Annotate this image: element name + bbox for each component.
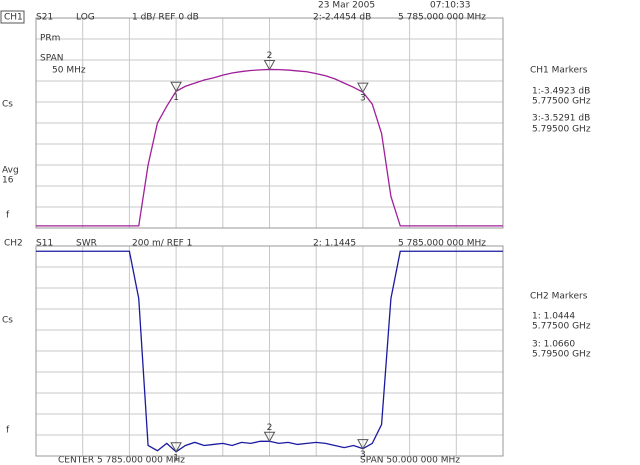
marker-panel-title: CH2 Markers xyxy=(530,292,588,302)
time: 07:10:33 xyxy=(430,1,470,11)
annotation: f xyxy=(6,211,10,221)
annotation: Cs xyxy=(2,316,13,326)
active-marker-freq: 5 785.000 000 MHz xyxy=(398,13,486,23)
marker-triangle xyxy=(357,439,369,450)
active-marker: 2: 1.1445 xyxy=(313,239,356,249)
footer-center: CENTER 5 785.000 000 MHz xyxy=(58,456,185,465)
format: SWR xyxy=(76,239,97,249)
annotation: PRm xyxy=(40,34,60,44)
annotation: SPAN xyxy=(40,54,63,64)
marker-readout: 3:-3.5291 dB xyxy=(532,114,590,124)
marker-triangle xyxy=(357,82,369,94)
annotation: 50 MHz xyxy=(52,66,86,76)
marker-readout: 1: 1.0444 xyxy=(532,312,575,322)
annotation: Cs xyxy=(2,100,13,110)
scale: 200 m/ REF 1 xyxy=(132,239,192,249)
marker-triangle xyxy=(170,81,182,93)
marker-readout: 5.79500 GHz xyxy=(532,125,591,135)
plot-frame xyxy=(35,245,504,457)
scale: 1 dB/ REF 0 dB xyxy=(132,13,199,23)
date: 23 Mar 2005 xyxy=(318,1,375,11)
marker-label: 2 xyxy=(267,51,273,61)
marker-panel-title: CH1 Markers xyxy=(530,66,588,76)
marker-readout: 1:-3.4923 dB xyxy=(532,87,590,97)
plot-frame xyxy=(35,17,504,229)
annotation: 16 xyxy=(2,176,14,186)
marker-triangle xyxy=(170,442,182,453)
active-marker: 2:-2.4454 dB xyxy=(313,13,371,23)
measurement: S11 xyxy=(36,239,53,249)
annotation: f xyxy=(6,426,10,436)
marker-readout: 3: 1.0660 xyxy=(532,340,575,350)
active-marker-freq: 5 785.000 000 MHz xyxy=(398,239,486,249)
channel-box xyxy=(0,10,25,24)
measurement: S21 xyxy=(36,13,53,23)
marker-label: 3 xyxy=(360,94,366,104)
marker-readout: 5.79500 GHz xyxy=(532,350,591,360)
marker-readout: 5.77500 GHz xyxy=(532,97,591,107)
annotation: Avg xyxy=(2,166,19,176)
marker-triangle xyxy=(263,59,276,71)
marker-readout: 5.77500 GHz xyxy=(532,322,591,332)
channel-label: CH1 xyxy=(4,13,23,23)
footer-span: SPAN 50.000 000 MHz xyxy=(360,456,460,465)
marker-label: 2 xyxy=(267,423,273,433)
format: LOG xyxy=(76,13,95,23)
marker-label: 1 xyxy=(173,453,179,463)
marker-label: 1 xyxy=(173,93,179,103)
channel-label: CH2 xyxy=(4,239,23,249)
marker-triangle xyxy=(263,431,276,443)
marker-label: 3 xyxy=(360,450,366,460)
